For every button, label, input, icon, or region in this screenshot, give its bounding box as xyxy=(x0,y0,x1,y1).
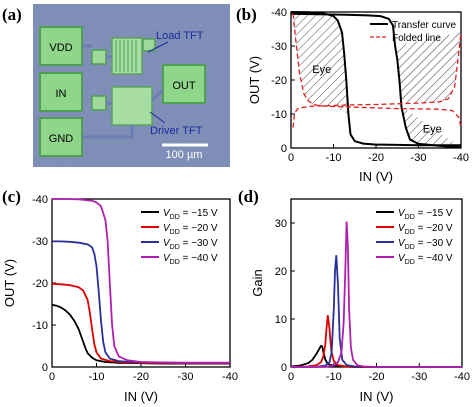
y-tick-label: -10 xyxy=(271,109,287,121)
pad-out-label: OUT xyxy=(172,80,196,92)
load-tft xyxy=(111,37,143,75)
legend-label: VDD = −40 V xyxy=(398,253,453,266)
y-tick-label: -20 xyxy=(32,278,48,290)
x-tick-label: 0 xyxy=(288,152,294,164)
x-axis-label: IN (V) xyxy=(124,389,158,404)
via xyxy=(91,95,107,111)
legend-label: Transfer curve xyxy=(392,20,457,31)
pad-vdd-label: VDD xyxy=(49,42,72,54)
x-axis-label: IN (V) xyxy=(359,169,393,184)
y-tick-label: 0 xyxy=(42,362,48,374)
x-tick-label: 0 xyxy=(49,371,55,383)
scale-bar-label: 100 µm xyxy=(166,149,203,161)
legend-label: VDD = −20 V xyxy=(163,223,218,236)
pad-in: IN xyxy=(39,72,83,112)
series-line xyxy=(51,303,230,365)
x-tick-label: -10 xyxy=(89,371,105,383)
eye-region-left xyxy=(291,12,349,114)
pad-in-label: IN xyxy=(56,88,67,100)
pad-out: OUT xyxy=(162,64,206,104)
x-tick-label: -30 xyxy=(411,152,427,164)
annotation-eye-left: Eye xyxy=(312,64,331,76)
eye-region-right xyxy=(395,32,461,148)
chart-c: 0 -10 -20 -30 -40 0 -10 -20 -30 -40 IN (V) OUT (V) V… xyxy=(2,194,238,404)
y-tick-label: 20 xyxy=(275,266,287,278)
y-tick-label: -20 xyxy=(271,75,287,87)
y-tick-label: 10 xyxy=(275,314,287,326)
x-tick-label: -40 xyxy=(222,371,238,383)
chart-d: 0 -10 -20 -30 -40 0 10 20 30 IN (V) Gain VDD = −15 … xyxy=(250,198,470,404)
y-tick-label: 30 xyxy=(275,218,287,230)
y-axis-label: OUT (V) xyxy=(247,56,262,104)
load-tft-label: Load TFT xyxy=(156,30,204,42)
series-line-transfer-curve xyxy=(290,12,462,149)
load-tft-arrow xyxy=(147,41,169,53)
y-tick-label: 0 xyxy=(281,362,287,374)
series-line xyxy=(290,221,462,368)
x-tick-label: -20 xyxy=(368,152,384,164)
legend-label: VDD = −40 V xyxy=(163,253,218,266)
x-tick-label: -10 xyxy=(326,152,342,164)
legend-label: VDD = −15 V xyxy=(163,208,218,221)
y-tick-label: 0 xyxy=(281,143,287,155)
x-axis-label: IN (V) xyxy=(360,389,394,404)
y-axis-label: OUT (V) xyxy=(2,259,17,307)
series-line-folded-line xyxy=(292,13,462,128)
legend-label: VDD = −30 V xyxy=(163,238,218,251)
y-tick-label: -40 xyxy=(271,7,287,19)
series-line xyxy=(52,198,230,364)
driver-tft xyxy=(111,86,153,126)
legend-label: Folded line xyxy=(392,33,441,44)
x-tick-label: -30 xyxy=(178,371,194,383)
micrograph-image: VDD IN GND OUT xyxy=(33,4,230,167)
wiring xyxy=(82,44,165,139)
x-tick-label: -20 xyxy=(369,371,385,383)
legend-label: VDD = −20 V xyxy=(398,223,453,236)
series-line xyxy=(290,255,462,368)
x-tick-label: -30 xyxy=(411,371,427,383)
panel-label-b: (b) xyxy=(236,5,257,24)
y-tick-label: -40 xyxy=(32,194,48,206)
y-tick-label: -10 xyxy=(32,320,48,332)
y-axis-label: Gain xyxy=(250,269,265,296)
annotation-eye-right: Eye xyxy=(423,124,442,136)
x-tick-label: -20 xyxy=(133,371,149,383)
series-line-folded-line xyxy=(292,32,462,128)
via xyxy=(91,49,107,65)
panel-label-a: (a) xyxy=(2,5,22,24)
pad-gnd-label: GND xyxy=(49,133,74,145)
y-tick-label: -30 xyxy=(32,236,48,248)
x-tick-label: -10 xyxy=(326,371,342,383)
panel-label-c: (c) xyxy=(2,187,21,206)
legend-label: VDD = −30 V xyxy=(398,238,453,251)
x-tick-label: -40 xyxy=(454,371,470,383)
pad-gnd: GND xyxy=(39,117,83,157)
driver-tft-arrow xyxy=(149,111,166,124)
series-line xyxy=(290,315,462,368)
chart-b: 0 -10 -20 -30 -40 0 -10 -20 -30 -40 IN (V) OUT (V) E… xyxy=(247,7,469,184)
panel-label-d: (d) xyxy=(238,187,259,206)
y-tick-label: -30 xyxy=(271,41,287,53)
panel-a: (a) VDD IN GND OUT xyxy=(2,4,230,167)
driver-tft-label: Driver TFT xyxy=(150,125,203,137)
x-tick-label: 0 xyxy=(288,371,294,383)
x-tick-label: -40 xyxy=(453,152,469,164)
pad-vdd: VDD xyxy=(39,26,83,66)
legend-label: VDD = −15 V xyxy=(398,208,453,221)
series-line xyxy=(51,282,230,365)
